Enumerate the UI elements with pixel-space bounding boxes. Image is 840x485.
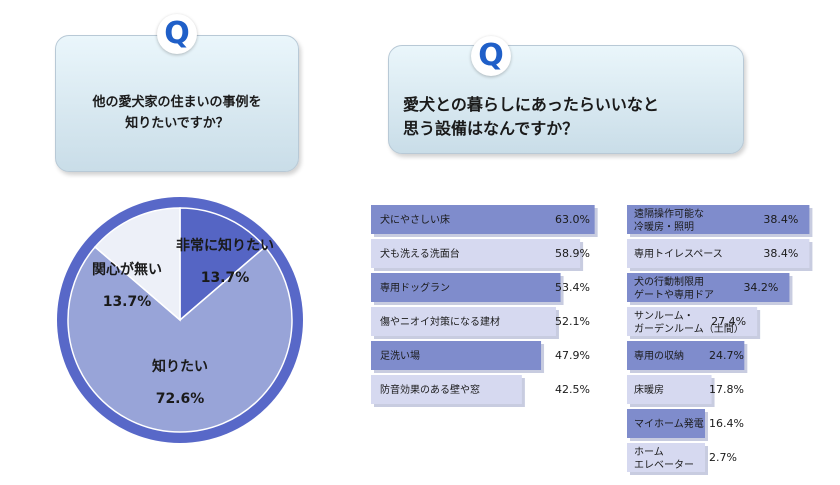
right-question-bubble xyxy=(388,45,744,154)
bar-value-label: 47.9% xyxy=(555,349,590,362)
bar xyxy=(627,443,705,472)
bar xyxy=(627,307,758,336)
bar-value-label: 17.8% xyxy=(709,383,744,396)
bar-value-label: 52.1% xyxy=(555,315,590,328)
bar-value-label: 38.4% xyxy=(763,213,798,226)
bar xyxy=(627,273,790,302)
bar-value-label: 34.2% xyxy=(743,281,778,294)
bar xyxy=(371,205,595,234)
left-question-text: 他の愛犬家の住まいの事例を 知りたいですか？ xyxy=(92,95,262,131)
left-q-badge: Q xyxy=(157,14,197,54)
bar-name-label: 遠隔操作可能な冷暖房・照明 xyxy=(634,207,704,233)
pie-label-name: 非常に知りたい xyxy=(176,238,274,254)
bar-value-label: 58.9% xyxy=(555,247,590,260)
bar-name-label: 犬にやさしい床 xyxy=(380,213,450,226)
bar-name-label: 防音効果のある壁や窓 xyxy=(380,383,480,396)
bar xyxy=(371,239,581,268)
bar-value-label: 2.7% xyxy=(709,451,737,464)
pie-slice-very-want xyxy=(179,207,266,322)
pie-label-very-want: 非常に知りたい 13.7% xyxy=(165,222,285,286)
left-question-bubble xyxy=(55,35,299,172)
bar xyxy=(371,375,522,404)
bar-value-label: 53.4% xyxy=(555,281,590,294)
bar xyxy=(371,307,556,336)
pie-label-value: 13.7% xyxy=(200,270,250,286)
right-question-text: 愛犬との暮らしにあったらいいなと 思う設備はなんですか？ xyxy=(403,95,659,138)
bar-name-label: 専用の収納 xyxy=(634,349,684,362)
bar xyxy=(371,273,561,302)
bar xyxy=(371,341,542,370)
bar xyxy=(627,375,712,404)
bar-name-label: 専用トイレスペース xyxy=(634,248,723,260)
pie-label-value: 72.6% xyxy=(155,391,205,407)
bar-value-label: 27.4% xyxy=(711,315,746,328)
bar-name-label: マイホーム発電 xyxy=(634,417,704,430)
right-q-badge: Q xyxy=(471,36,511,76)
bar-name-label: ホームエレベーター xyxy=(634,446,694,471)
bar xyxy=(627,341,745,370)
pie-label-value: 13.7% xyxy=(102,294,152,310)
pie-label-not-interested: 関心が無い 13.7% xyxy=(72,246,182,310)
bar-value-label: 38.4% xyxy=(763,247,798,260)
pie-label-name: 知りたい xyxy=(152,359,208,375)
bar-name-label: 傷やニオイ対策になる建材 xyxy=(380,315,500,328)
bar xyxy=(627,239,810,268)
bar xyxy=(627,409,705,438)
bar-value-label: 63.0% xyxy=(555,213,590,226)
pie-slice-want-to-know xyxy=(67,245,293,433)
bar-value-label: 24.7% xyxy=(709,349,744,362)
bar-name-label: 専用ドッグラン xyxy=(380,281,450,294)
bar xyxy=(627,205,810,234)
bar-value-label: 16.4% xyxy=(709,417,744,430)
bar-name-label: 犬も洗える洗面台 xyxy=(380,247,460,260)
pie-label-name: 関心が無い xyxy=(92,262,162,278)
bar-value-label: 42.5% xyxy=(555,383,590,396)
bar-name-label: サンルーム・ガーデンルーム（土間） xyxy=(634,310,744,335)
bar-name-label: 犬の行動制限用ゲートや専用ドア xyxy=(634,275,714,301)
bar-name-label: 床暖房 xyxy=(634,383,664,396)
pie-slice-not-interested xyxy=(94,207,181,322)
bar-name-label: 足洗い場 xyxy=(380,349,420,362)
pie-label-want-to-know: 知りたい 72.6% xyxy=(120,343,240,407)
